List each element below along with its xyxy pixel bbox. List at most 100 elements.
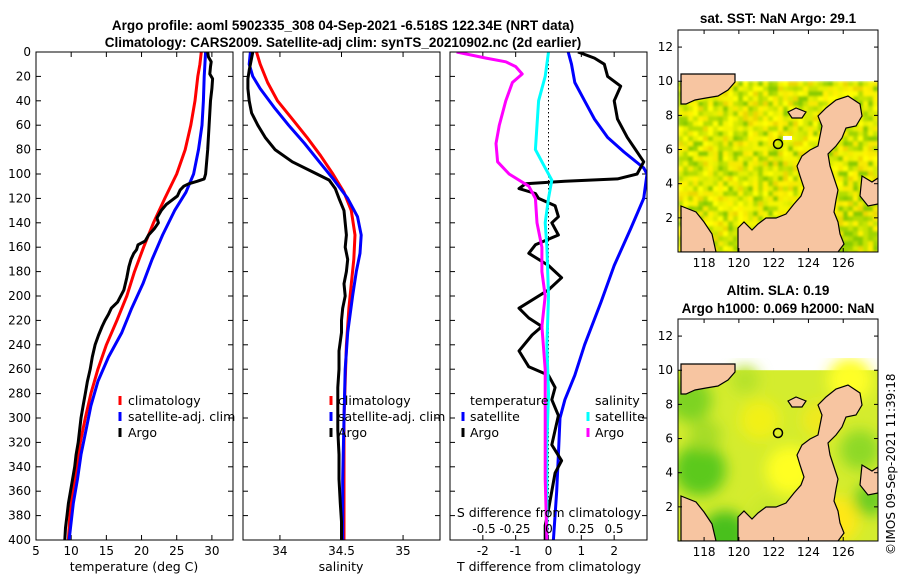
sst-cell (738, 156, 744, 162)
sst-cell (693, 171, 699, 177)
sst-map-panel: sat. SST: NaN Argo: 29.1 118 120 122 124 126… (658, 11, 879, 270)
sst-cell (683, 191, 689, 197)
sst-cell (828, 86, 834, 92)
sst-cell (703, 141, 709, 147)
sst-cell (858, 171, 864, 177)
map-y-tick-label: 10 (658, 74, 673, 88)
sst-cell (698, 166, 704, 172)
sst-cell (788, 176, 794, 182)
sst-cell (803, 81, 809, 87)
sst-cell (688, 131, 694, 137)
sst-cell (733, 121, 739, 127)
sst-cell (753, 166, 759, 172)
sst-cell (688, 206, 694, 212)
sst-argo-location (772, 138, 784, 150)
sst-cell (678, 196, 684, 202)
sst-cell (733, 196, 739, 202)
salinity-lines (246, 52, 363, 540)
sst-cell (718, 216, 724, 222)
sst-cell (708, 206, 714, 212)
sst-cell (758, 216, 764, 222)
sst-cell (853, 86, 859, 92)
sst-cell (728, 231, 734, 237)
sst-cell (763, 191, 769, 197)
sst-cell (793, 196, 799, 202)
sst-cell (698, 171, 704, 177)
sst-cell (778, 116, 784, 122)
sst-cell (808, 106, 814, 112)
sst-cell (713, 171, 719, 177)
sst-cell (758, 91, 764, 97)
sst-cell (703, 201, 709, 207)
sst-cell (763, 116, 769, 122)
sst-cell (868, 106, 874, 112)
sst-cell (858, 196, 864, 202)
x-tick-label: 10 (64, 544, 79, 558)
sst-cell (778, 166, 784, 172)
sst-cell (773, 166, 779, 172)
sst-cell (698, 176, 704, 182)
sst-map-frame (677, 29, 879, 253)
sst-cell (723, 186, 729, 192)
sst-cell (733, 201, 739, 207)
sst-cell (743, 171, 749, 177)
y-tick-label: 20 (16, 69, 31, 83)
sst-cell (858, 101, 864, 107)
sst-cell (793, 121, 799, 127)
sst-cell (788, 126, 794, 132)
sst-cell (778, 141, 784, 147)
sst-cell (858, 156, 864, 162)
sst-cell (838, 176, 844, 182)
sst-cell (703, 181, 709, 187)
sst-cell (738, 106, 744, 112)
sst-cell (718, 196, 724, 202)
sst-cell (738, 131, 744, 137)
sst-cell (783, 181, 789, 187)
sst-cell (743, 146, 749, 152)
sst-cell (683, 126, 689, 132)
sst-cell (688, 186, 694, 192)
sst-cell (793, 86, 799, 92)
sst-cell (708, 136, 714, 142)
sst-cell (783, 121, 789, 127)
series-line-argo (246, 52, 350, 540)
sst-cell (778, 81, 784, 87)
sst-cell (868, 141, 874, 147)
salinity-legend-argo: Argo (338, 425, 367, 440)
sst-cell (783, 101, 789, 107)
sst-cell (758, 106, 764, 112)
sst-cell (858, 226, 864, 232)
series-line-climatology (66, 52, 203, 540)
sst-cell (833, 206, 839, 212)
sst-cell (753, 151, 759, 157)
sst-cell (828, 151, 834, 157)
sst-cell (863, 166, 869, 172)
sst-cell (868, 151, 874, 157)
sst-cell (853, 211, 859, 217)
sst-cell (758, 186, 764, 192)
sst-cell (808, 121, 814, 127)
sst-cell (863, 151, 869, 157)
sst-cell (748, 206, 754, 212)
sst-cell (798, 126, 804, 132)
sst-cell (778, 111, 784, 117)
sst-cell (863, 81, 869, 87)
sst-cell (733, 141, 739, 147)
sst-cell (873, 141, 878, 147)
sst-cell (783, 146, 789, 152)
salinity-panel: 34 34.5 35 salinity climatology satellite-… (242, 51, 445, 574)
sst-cell (873, 136, 878, 142)
sst-cell (803, 126, 809, 132)
y-tick-label: 140 (8, 216, 31, 230)
sst-cell (728, 216, 734, 222)
sst-cell (853, 216, 859, 222)
sst-cell (793, 136, 799, 142)
sst-cell (793, 126, 799, 132)
sst-cell (713, 116, 719, 122)
sst-cell (868, 226, 874, 232)
sst-cell (718, 246, 724, 252)
x-tick-label: 34 (272, 544, 287, 558)
sst-cell (678, 201, 684, 207)
sst-cell (713, 216, 719, 222)
sst-cell (728, 131, 734, 137)
